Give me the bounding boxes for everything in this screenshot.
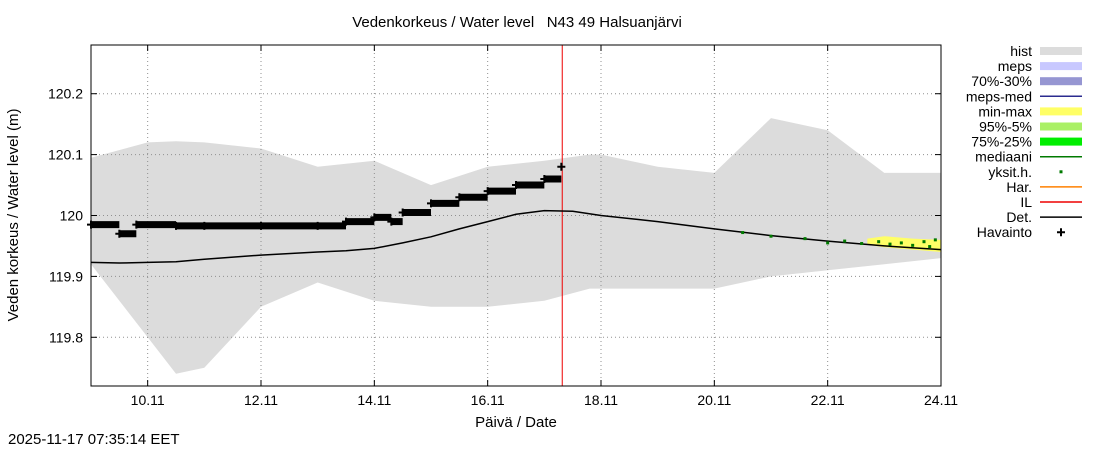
individual-point: [741, 231, 745, 235]
observation-point: [313, 221, 322, 230]
individual-point: [769, 234, 773, 238]
legend-swatch: [1040, 47, 1082, 55]
observation-point: [455, 193, 464, 202]
x-tick-label: 10.11: [131, 392, 165, 408]
x-tick-label: 18.11: [584, 392, 618, 408]
x-tick-label: 12.11: [244, 392, 278, 408]
legend-swatch: [1059, 170, 1063, 174]
legend-label: Det.: [1006, 209, 1032, 225]
y-tick-label: 120.2: [48, 86, 83, 102]
observation-point: [427, 199, 435, 208]
legend-label: mediaani: [975, 149, 1032, 165]
legend: histmeps70%-30%meps-medmin-max95%-5%75%-…: [966, 43, 1082, 240]
observation-point: [512, 181, 520, 190]
observation-point: [370, 213, 379, 222]
legend-label: meps-med: [966, 88, 1032, 104]
individual-point: [888, 242, 892, 246]
y-tick-label: 120.1: [48, 147, 83, 163]
legend-swatch: [1040, 77, 1082, 86]
hist-band: [91, 118, 941, 374]
observation-point: [172, 221, 180, 230]
observation-point: [557, 162, 566, 171]
observation-point: [540, 174, 549, 183]
observation-point: [398, 208, 407, 217]
det-line: [90, 209, 942, 264]
x-tick-label: 14.11: [357, 392, 391, 408]
observation-point: [115, 229, 124, 238]
y-tick-label: 119.9: [49, 268, 83, 284]
chart-title: Vedenkorkeus / Water level N43 49 Halsua…: [352, 14, 682, 31]
legend-swatch: [1057, 228, 1065, 237]
legend-label: 70%-30%: [971, 73, 1032, 89]
x-tick-label: 24.11: [924, 392, 958, 408]
x-tick-label: 22.11: [811, 392, 845, 408]
axes: 10.11 12.11 14.11 16.11 18.11 20.11 22.11 24.11…: [48, 44, 958, 408]
individual-point: [899, 241, 903, 245]
y-tick-label: 120: [60, 208, 84, 224]
individual-point: [911, 243, 915, 247]
legend-swatch: [1040, 122, 1082, 131]
legend-swatch: [1040, 137, 1082, 146]
individual-point: [922, 240, 926, 244]
y-tick-label: 119.8: [49, 329, 83, 345]
legend-label: yksit.h.: [988, 164, 1032, 180]
legend-label: hist: [1010, 43, 1032, 59]
individual-point: [860, 242, 864, 246]
individual-point: [877, 240, 881, 244]
observation-point: [200, 221, 209, 230]
legend-label: Havainto: [977, 224, 1032, 240]
observation-point: [387, 217, 396, 226]
legend-swatch: [1040, 62, 1082, 71]
observation-point: [132, 220, 141, 229]
individual-point: [928, 245, 932, 249]
legend-label: Har.: [1006, 179, 1032, 195]
individual-point: [803, 237, 807, 241]
plot-area: [87, 45, 942, 386]
legend-label: min-max: [978, 103, 1032, 119]
observation-point: [483, 187, 492, 196]
x-axis-label: Päivä / Date: [475, 414, 557, 431]
observation-point: [342, 217, 350, 226]
individual-point: [933, 238, 937, 242]
individual-point: [826, 241, 830, 245]
legend-label: meps: [998, 58, 1032, 74]
legend-label: IL: [1020, 194, 1032, 210]
legend-label: 95%-5%: [979, 119, 1032, 135]
legend-label: 75%-25%: [971, 134, 1032, 150]
x-tick-label: 16.11: [471, 392, 505, 408]
timestamp: 2025-11-17 07:35:14 EET: [8, 431, 180, 448]
observation-point: [257, 221, 265, 230]
x-tick-label: 20.11: [697, 392, 731, 408]
y-axis-label: Veden korkeus / Water level (m): [5, 109, 22, 322]
legend-swatch: [1040, 107, 1082, 116]
individual-point: [843, 239, 847, 243]
